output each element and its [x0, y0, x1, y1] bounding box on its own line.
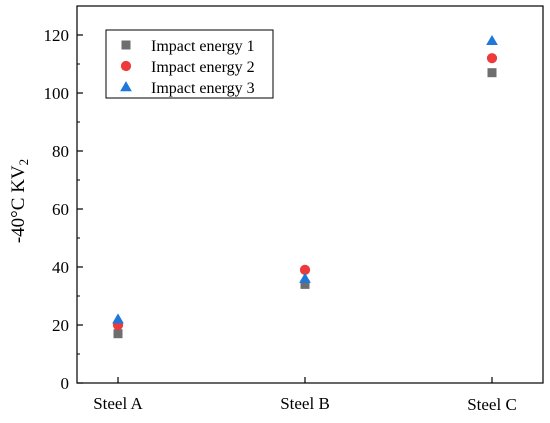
- x-tick-label: Steel B: [280, 394, 330, 413]
- legend-label: Impact energy 1: [151, 38, 255, 55]
- data-point-square: [113, 329, 123, 339]
- y-tick-label: 100: [44, 84, 70, 103]
- data-point-triangle: [299, 272, 311, 283]
- y-tick-label: 0: [61, 374, 70, 393]
- y-tick-label: 80: [52, 142, 69, 161]
- data-point-triangle: [112, 313, 124, 324]
- plot-frame: [76, 5, 544, 384]
- legend-marker-triangle: [120, 81, 132, 92]
- y-tick-label: 40: [52, 258, 69, 277]
- legend-box: [105, 29, 274, 99]
- data-point-square: [300, 279, 310, 289]
- legend-label: Impact energy 2: [151, 59, 255, 76]
- x-tick-label: Steel A: [93, 394, 143, 413]
- legend-marker-circle: [120, 60, 132, 72]
- data-point-square: [487, 68, 497, 78]
- legend-label: Impact energy 3: [151, 80, 255, 97]
- y-tick-label: 120: [44, 26, 70, 45]
- y-tick-label: 20: [52, 316, 69, 335]
- data-point-circle: [299, 264, 311, 275]
- y-tick-label: 60: [52, 200, 69, 219]
- legend-marker-square: [121, 40, 131, 50]
- x-tick-label: Steel C: [467, 395, 517, 414]
- data-point-circle: [486, 53, 498, 64]
- data-point-triangle: [486, 34, 498, 46]
- y-axis-title: -40°C KV2: [8, 159, 31, 243]
